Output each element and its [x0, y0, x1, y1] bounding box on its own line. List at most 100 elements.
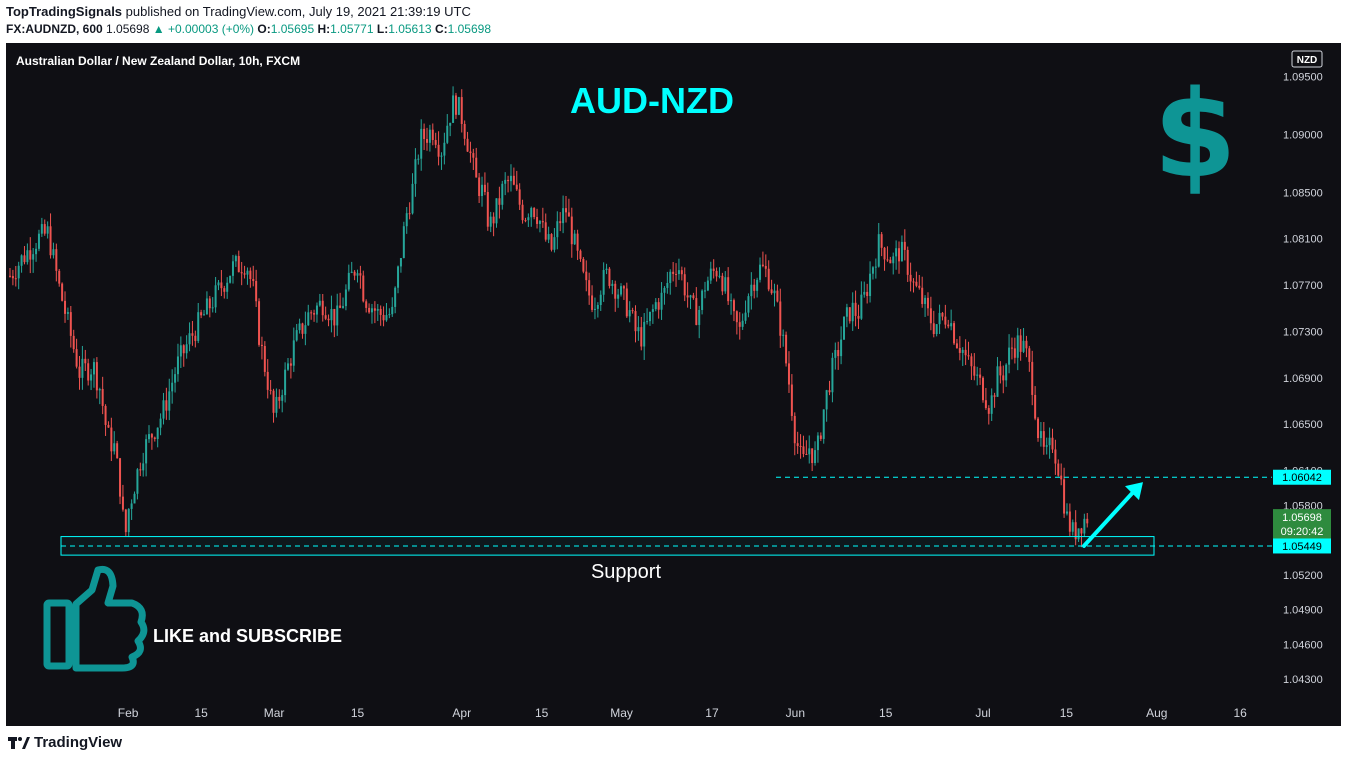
candle-body [226, 282, 229, 292]
candle-body [1016, 335, 1019, 358]
candle-body [845, 307, 848, 317]
candle-body [993, 395, 996, 397]
candle-body [706, 280, 709, 291]
price-axis[interactable]: 1.09500 1.09000 1.08500 1.08100 1.07700 1.073… [1283, 71, 1323, 686]
candle-body [527, 217, 530, 221]
candle-body [220, 282, 223, 289]
candle-body [272, 390, 275, 413]
high-value: 1.05771 [330, 22, 374, 36]
candle-body [156, 427, 159, 439]
candle-body [721, 275, 724, 292]
candle-body [637, 327, 640, 332]
candle-body [869, 273, 872, 297]
candle-body [174, 374, 177, 383]
candle-body [802, 446, 805, 455]
candle-body [234, 256, 237, 262]
up-arrow [1082, 482, 1143, 548]
support-label: Support [591, 561, 661, 583]
candle-body [614, 283, 617, 299]
candle-body [313, 313, 316, 315]
candle-body [376, 308, 379, 311]
publisher-name[interactable]: TopTradingSignals [6, 4, 123, 19]
candle-body [559, 221, 562, 224]
candle-body [295, 330, 298, 341]
candle-body [903, 241, 906, 250]
candle-body [440, 155, 443, 157]
candle-body [478, 177, 481, 196]
candle-body [324, 315, 327, 319]
candle-body [1054, 449, 1057, 464]
candle-body [394, 287, 397, 307]
candle-body [825, 390, 828, 410]
candle-body [686, 295, 689, 298]
candles [9, 86, 1089, 548]
candle-body [1086, 518, 1089, 524]
time-axis[interactable]: Feb 15 Mar 15 Apr 15 May 17 Jun 15 Jul 15 Aug 16 [118, 706, 1247, 720]
candle-body [654, 302, 657, 310]
candle-body [663, 287, 666, 293]
candle-body [37, 233, 40, 249]
candle-body [359, 273, 362, 276]
candle-body [704, 290, 706, 292]
candle-body [669, 271, 672, 284]
candle-body [336, 305, 339, 326]
candle-body [344, 289, 347, 307]
candle-body [252, 278, 255, 282]
candle-body [967, 355, 970, 357]
candle-body [1068, 511, 1071, 532]
candle-body [362, 275, 365, 302]
candle-body [1063, 479, 1066, 514]
support-price-tag: 1.05449 [1273, 538, 1331, 554]
chart-frame[interactable] [6, 43, 1341, 726]
x-tick-label: Feb [118, 706, 139, 720]
candle-body [524, 220, 527, 222]
candle-body [1065, 511, 1068, 514]
candle-body [298, 323, 301, 331]
candle-body [1031, 361, 1034, 395]
candle-body [932, 323, 935, 335]
candle-body [617, 294, 620, 299]
candle-body [567, 212, 570, 217]
candle-body [318, 300, 321, 306]
candle-body [66, 312, 69, 314]
candle-body [747, 296, 750, 313]
candle-body [973, 366, 976, 376]
candle-body [822, 409, 825, 439]
candle-body [588, 280, 591, 296]
candle-body [292, 340, 295, 366]
candle-body [814, 450, 817, 464]
candle-body [840, 339, 843, 357]
candle-body [1083, 518, 1086, 534]
candle-body [831, 357, 834, 393]
candle-body [1034, 394, 1037, 419]
candle-body [110, 427, 113, 452]
candle-body [915, 281, 918, 286]
candle-body [431, 129, 434, 140]
candle-body [258, 301, 261, 345]
tradingview-logo[interactable]: TradingView [8, 734, 122, 753]
candle-body [698, 309, 701, 325]
x-tick-label: 15 [535, 706, 549, 720]
candle-body [944, 316, 947, 325]
y-tick-label: 1.08500 [1283, 187, 1323, 199]
candle-body [284, 369, 287, 396]
candle-body [608, 268, 611, 286]
candle-body [107, 424, 110, 428]
candle-body [970, 356, 973, 367]
candle-body [139, 469, 142, 471]
candle-body [724, 277, 727, 292]
big-title: AUD-NZD [570, 80, 734, 121]
candle-body [787, 363, 790, 385]
candle-body [370, 308, 373, 313]
candle-body [420, 128, 423, 159]
candle-body [90, 374, 93, 381]
candle-body [26, 250, 29, 263]
y-tick-label: 1.04900 [1283, 605, 1323, 617]
candle-body [171, 382, 174, 392]
candle-body [136, 469, 139, 494]
resistance-price-tag: 1.06042 [1273, 469, 1331, 485]
candle-body [188, 333, 191, 345]
candle-body [683, 274, 686, 296]
candle-body [741, 320, 744, 327]
currency-badge: NZD [1297, 55, 1318, 66]
